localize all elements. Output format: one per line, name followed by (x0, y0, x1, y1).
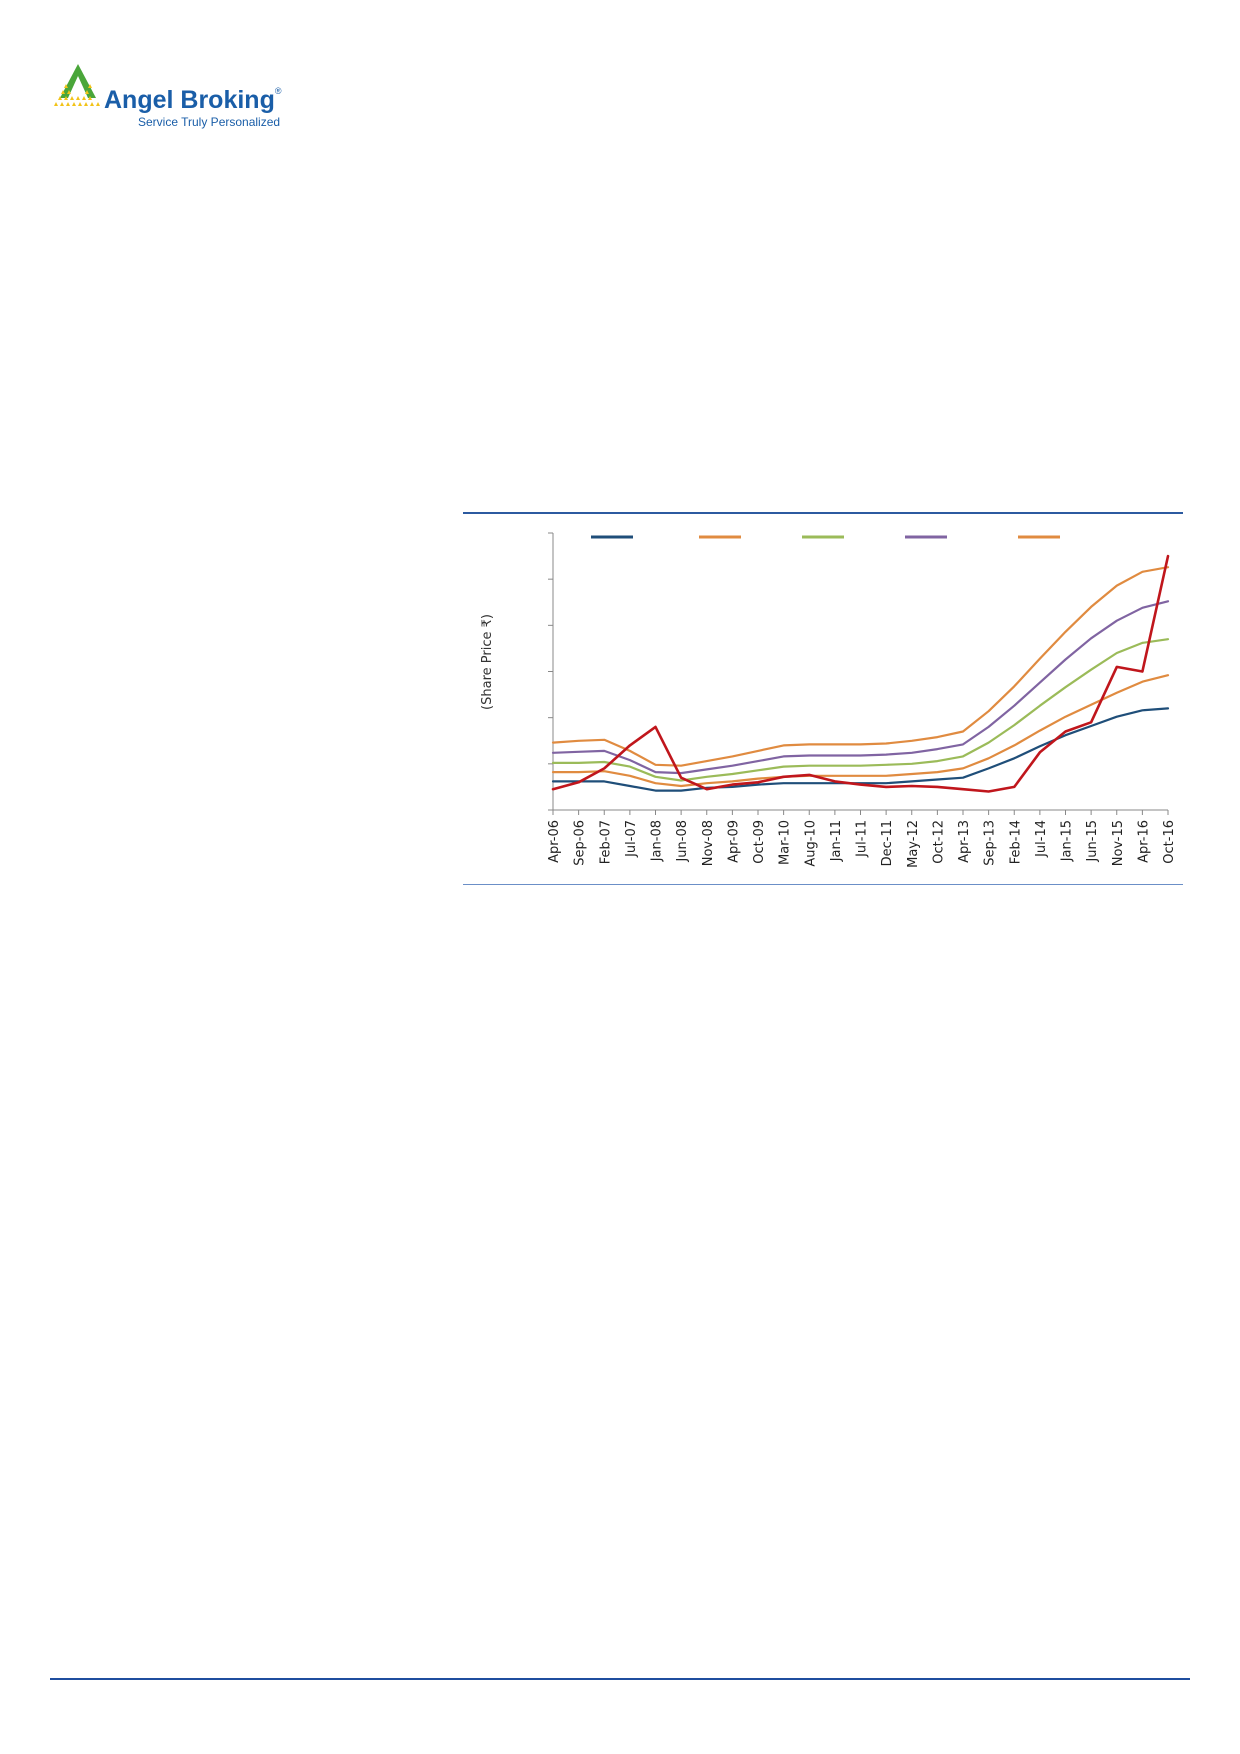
series-line-6 (551, 554, 1170, 793)
x-tick-label: Apr-09 (726, 820, 741, 863)
x-tick-label: Nov-15 (1111, 820, 1126, 866)
brand-name: Angel Broking® (104, 86, 282, 114)
x-tick-label: Oct-12 (931, 820, 946, 864)
x-tick-label: Mar-10 (778, 820, 793, 865)
x-tick-label: Feb-14 (1008, 820, 1023, 864)
chart-series (551, 554, 1170, 793)
series-line-2 (551, 674, 1170, 788)
x-tick-label: Jul-11 (855, 820, 870, 858)
price-band-chart: Apr-06 Sep-06 Feb-07 Jul-07 Jan-08 Jun-08 Nov-… (463, 505, 1183, 885)
x-tick-label: Jan-08 (650, 820, 665, 862)
x-tick-label: Oct-09 (752, 820, 767, 864)
x-tick-label: Apr-16 (1136, 820, 1151, 863)
series-line-5 (551, 566, 1170, 767)
x-tick-label: Jun-15 (1085, 820, 1100, 863)
series-line-4 (551, 600, 1170, 775)
series-line-1 (551, 707, 1170, 792)
registered-mark: ® (274, 86, 282, 96)
y-axis-label: (Share Price ₹) (480, 614, 495, 710)
x-tick-label: Jun-08 (675, 820, 690, 863)
footer-rule (50, 1678, 1190, 1680)
brand-tagline: Service Truly Personalized (138, 115, 281, 129)
x-tick-label: Sep-13 (983, 820, 998, 866)
x-tick-label: Jul-07 (624, 820, 639, 858)
chart-svg: Apr-06 Sep-06 Feb-07 Jul-07 Jan-08 Jun-08 Nov-… (480, 532, 1177, 868)
x-tick-labels: Apr-06 Sep-06 Feb-07 Jul-07 Jan-08 Jun-08 Nov-… (547, 820, 1177, 868)
x-tick-label: Oct-16 (1162, 820, 1177, 864)
x-tick-label: Jan-15 (1060, 820, 1075, 862)
x-tick-label: Jan-11 (829, 820, 844, 862)
x-tick-label: Jul-14 (1034, 820, 1049, 858)
x-tick-label: Nov-08 (701, 820, 716, 866)
chart-top-rule (463, 512, 1183, 514)
x-tick-label: May-12 (906, 820, 921, 868)
x-tick-label: Apr-13 (957, 820, 972, 863)
chart-axes (548, 532, 1169, 815)
x-tick-label: Apr-06 (547, 820, 562, 863)
series-line-3 (551, 638, 1170, 782)
x-tick-label: Dec-11 (880, 820, 895, 866)
x-tick-label: Sep-06 (573, 820, 588, 866)
x-tick-label: Aug-10 (803, 820, 818, 867)
x-tick-label: Feb-07 (598, 820, 613, 864)
brand-logo: Angel Broking® Service Truly Personalize… (52, 62, 312, 132)
chart-bottom-rule (463, 884, 1183, 885)
angel-broking-logo-icon (54, 64, 100, 106)
